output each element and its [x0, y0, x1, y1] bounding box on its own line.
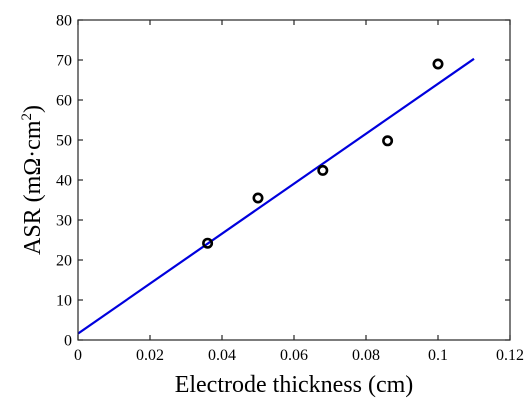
x-tick-label: 0.06 — [280, 347, 308, 364]
x-tick-label: 0 — [74, 347, 82, 364]
x-tick-label: 0.02 — [136, 347, 164, 364]
data-point-2 — [252, 192, 264, 204]
data-point-1 — [202, 237, 214, 249]
y-axis-title-superscript: 2 — [19, 113, 35, 121]
x-tick-label: 0.04 — [208, 347, 236, 364]
x-tick-label: 0.08 — [352, 347, 380, 364]
x-tick-label: 0.1 — [428, 347, 448, 364]
y-tick-label: 50 — [56, 133, 72, 150]
y-tick-label: 40 — [56, 173, 72, 190]
y-tick-label: 20 — [56, 253, 72, 270]
plot-frame — [77, 19, 511, 341]
fit-line — [78, 57, 475, 335]
x-axis-title: Electrode thickness (cm) — [175, 372, 414, 398]
y-axis-title: ASR (mΩ·cm2) — [19, 105, 46, 255]
y-tick-label: 30 — [56, 213, 72, 230]
plot-layer — [78, 57, 475, 335]
y-tick-label: 70 — [56, 53, 72, 70]
y-tick-label: 10 — [56, 293, 72, 310]
plot-content — [78, 57, 475, 335]
y-axis-title-main: ASR (mΩ·cm — [20, 120, 46, 255]
y-tick-label: 80 — [56, 13, 72, 30]
x-tick-label: 0.12 — [496, 347, 524, 364]
y-tick-label: 60 — [56, 93, 72, 110]
data-point-5 — [432, 58, 444, 70]
y-tick-label: 0 — [64, 333, 72, 350]
data-point-3 — [317, 164, 329, 176]
axes-layer: 0 0.02 0.04 0.06 0.08 0.1 0.12 0 10 20 30 40 50 60 70 8… — [56, 13, 524, 365]
data-point-4 — [382, 135, 394, 147]
y-axis-title-close: ) — [20, 105, 46, 113]
